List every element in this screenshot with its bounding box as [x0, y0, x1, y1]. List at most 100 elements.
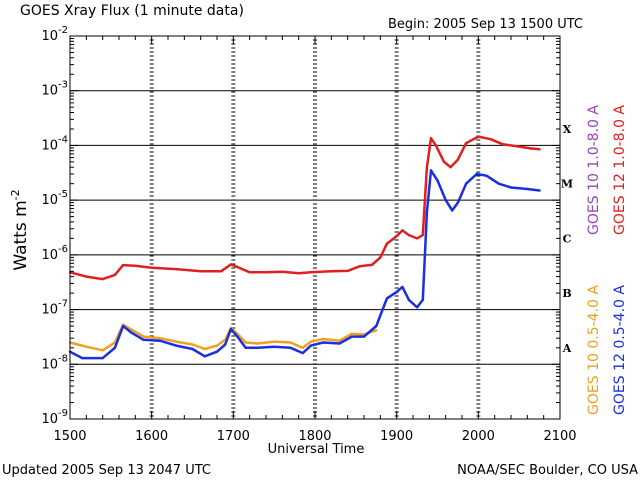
chart-title: GOES Xray Flux (1 minute data) — [20, 3, 244, 19]
svg-text:Watts m-2: Watts m-2 — [9, 189, 31, 270]
data-point — [203, 347, 206, 351]
data-point — [219, 270, 223, 273]
data-point — [236, 335, 239, 338]
data-point — [415, 306, 419, 309]
data-point — [248, 271, 251, 274]
data-point — [530, 147, 533, 150]
y-tick-exponent: -4 — [58, 134, 68, 145]
data-point — [175, 344, 178, 347]
data-point — [309, 340, 313, 343]
data-point — [401, 285, 404, 289]
data-point — [407, 298, 411, 302]
data-point — [121, 324, 125, 328]
data-point — [350, 335, 353, 338]
data-point — [425, 211, 429, 214]
data-point — [101, 349, 104, 352]
y-tick-label: 10-8 — [41, 353, 68, 372]
y-tick-base: 10 — [41, 193, 58, 208]
data-point — [379, 256, 382, 259]
data-point — [385, 297, 389, 300]
data-point — [256, 342, 259, 345]
data-point — [309, 344, 313, 347]
y-tick-exponent: -3 — [58, 80, 68, 91]
data-point — [121, 263, 125, 267]
data-point — [289, 346, 292, 349]
x-axis-label: Universal Time — [268, 442, 365, 457]
series-line — [69, 169, 540, 360]
data-point — [322, 341, 325, 344]
x-tick-label: 2100 — [543, 429, 576, 444]
flare-class-label: X — [563, 123, 572, 136]
data-point — [464, 142, 468, 145]
data-point — [395, 290, 398, 294]
data-point — [475, 172, 478, 176]
legend: GOES 10 1.0-8.0 A GOES 12 1.0-8.0 A GOES 1… — [586, 105, 628, 415]
data-point — [142, 338, 145, 341]
data-point — [362, 335, 366, 338]
data-point — [322, 337, 325, 341]
data-point — [229, 263, 233, 266]
data-point — [175, 267, 178, 271]
y-tick-exponent: -5 — [58, 189, 68, 200]
data-point — [429, 137, 433, 140]
data-point — [256, 346, 259, 349]
data-point — [301, 346, 304, 349]
data-point — [375, 324, 378, 328]
y-tick-base: 10 — [41, 84, 58, 99]
data-point — [509, 186, 513, 189]
data-point — [199, 270, 202, 273]
legend-entry: GOES 12 1.0-8.0 A — [612, 105, 628, 235]
data-point — [130, 328, 133, 331]
x-tick-label: 1500 — [53, 429, 86, 444]
legend-entry: GOES 12 0.5-4.0 A — [612, 285, 628, 415]
data-point — [477, 135, 480, 138]
data-point — [289, 341, 292, 344]
data-point — [489, 138, 492, 141]
flare-class-labels: X M C B A — [561, 123, 573, 355]
data-point — [375, 329, 378, 332]
data-point — [150, 266, 153, 269]
data-point — [297, 272, 300, 275]
data-point — [113, 273, 117, 277]
flare-class-label: C — [563, 232, 572, 245]
data-point — [358, 265, 362, 268]
data-point — [101, 356, 104, 360]
y-tick-label: 10-6 — [41, 244, 68, 263]
series-line — [69, 135, 540, 281]
data-point — [264, 271, 268, 274]
credit: NOAA/SEC Boulder, CO USA — [457, 463, 638, 478]
data-point — [526, 187, 529, 191]
data-point — [273, 345, 276, 348]
data-point — [244, 346, 247, 349]
series-goes-12-0-5-4-0-a — [68, 169, 541, 360]
data-point — [421, 233, 424, 237]
y-tick-label: 10-2 — [41, 25, 68, 44]
data-point — [444, 198, 447, 202]
flare-class-label: M — [561, 178, 573, 191]
y-tick-base: 10 — [41, 357, 58, 372]
data-point — [85, 345, 88, 348]
data-point — [436, 179, 439, 182]
x-tick-label: 1800 — [298, 429, 331, 444]
data-point — [191, 347, 194, 351]
data-point — [158, 339, 161, 342]
x-tick-label: 1900 — [380, 429, 413, 444]
y-tick-base: 10 — [41, 138, 58, 153]
data-point — [130, 331, 133, 334]
legend-entry: GOES 10 0.5-4.0 A — [586, 285, 602, 415]
x-tick-label: 1600 — [135, 429, 168, 444]
y-tick-base: 10 — [41, 303, 58, 318]
hour-dash-markers — [149, 39, 481, 417]
x-tick-label: 1700 — [217, 429, 250, 444]
data-point — [464, 182, 468, 185]
data-point — [442, 160, 446, 164]
y-tick-exponent: -2 — [58, 25, 68, 36]
data-point — [301, 351, 304, 355]
data-point — [309, 271, 313, 274]
data-point — [273, 340, 276, 343]
y-axis-label-text: Watts m — [11, 200, 31, 270]
data-point — [434, 144, 438, 147]
begin-time: Begin: 2005 Sep 13 1500 UTC — [388, 17, 583, 32]
data-point — [449, 166, 452, 169]
data-point — [81, 356, 84, 360]
